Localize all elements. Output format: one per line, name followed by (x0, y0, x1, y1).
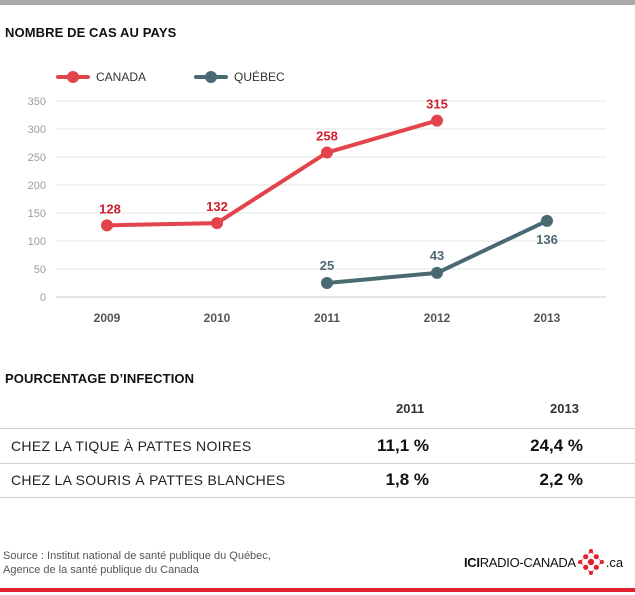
row-value-2013: 24,4 % (530, 436, 583, 455)
data-label: 136 (536, 232, 558, 247)
source-line-2: Agence de la santé publique du Canada (3, 564, 199, 576)
table-header-2013: 2013 (550, 401, 579, 416)
data-label: 128 (99, 201, 121, 216)
x-tick-label: 2013 (534, 311, 561, 325)
x-tick-label: 2009 (94, 311, 121, 325)
legend-marker (67, 71, 79, 83)
x-tick-label: 2012 (424, 311, 451, 325)
row-value-2011: 1,8 % (385, 470, 429, 489)
logo-domain: .ca (605, 554, 624, 570)
y-tick-label: 350 (28, 96, 46, 108)
row-value-2013: 2,2 % (539, 470, 583, 489)
data-label: 258 (316, 129, 338, 144)
data-point (321, 146, 333, 159)
data-label: 315 (426, 97, 448, 112)
logo-ici: ICI (464, 554, 480, 570)
data-label: 132 (206, 199, 228, 214)
data-point (541, 214, 553, 227)
data-label: 25 (320, 258, 334, 273)
y-tick-label: 300 (28, 124, 46, 136)
data-point (431, 266, 443, 279)
logo-name: RADIO-CANADA (479, 554, 576, 570)
x-tick-label: 2011 (314, 311, 340, 325)
table-row: CHEZ LA SOURIS À PATTES BLANCHES 1,8 % 2… (0, 463, 635, 498)
y-tick-label: 250 (28, 152, 46, 164)
line-chart: 0 50 100 150 200 250 300 350 2009 2010 2011 2012 201… (28, 69, 606, 325)
row-label: CHEZ LA TIQUE À PATTES NOIRES (11, 438, 252, 454)
data-label: 43 (430, 248, 444, 263)
data-point (431, 114, 443, 127)
y-tick-label: 50 (34, 264, 46, 276)
legend-marker (205, 71, 217, 83)
x-tick-label: 2010 (204, 311, 231, 325)
y-tick-label: 0 (40, 292, 46, 304)
source-note: Source : Institut national de santé publ… (3, 549, 271, 577)
table-header-2011: 2011 (396, 401, 425, 416)
legend-label: QUÉBEC (234, 69, 285, 84)
y-tick-label: 100 (28, 236, 46, 248)
y-tick-label: 200 (28, 180, 46, 192)
table-title: POURCENTAGE D’INFECTION (5, 371, 195, 386)
radio-canada-gem-icon (577, 549, 604, 575)
logo-wordmark: ICIRADIO-CANADA (464, 555, 576, 570)
radio-canada-logo: ICIRADIO-CANADA .ca (464, 547, 623, 577)
chart-title: NOMBRE DE CAS AU PAYS (5, 25, 177, 40)
source-line-1: Source : Institut national de santé publ… (3, 550, 271, 562)
row-value-2011: 11,1 % (377, 436, 429, 455)
top-bar (0, 0, 635, 5)
table-row: CHEZ LA TIQUE À PATTES NOIRES 11,1 % 24,… (0, 428, 635, 464)
y-tick-label: 150 (28, 208, 46, 220)
data-point (321, 277, 333, 289)
bottom-accent-bar (0, 588, 635, 592)
legend-label: CANADA (96, 70, 146, 84)
data-point (101, 219, 113, 232)
row-label: CHEZ LA SOURIS À PATTES BLANCHES (11, 472, 286, 488)
series-line (105, 118, 439, 228)
data-point (211, 217, 223, 230)
